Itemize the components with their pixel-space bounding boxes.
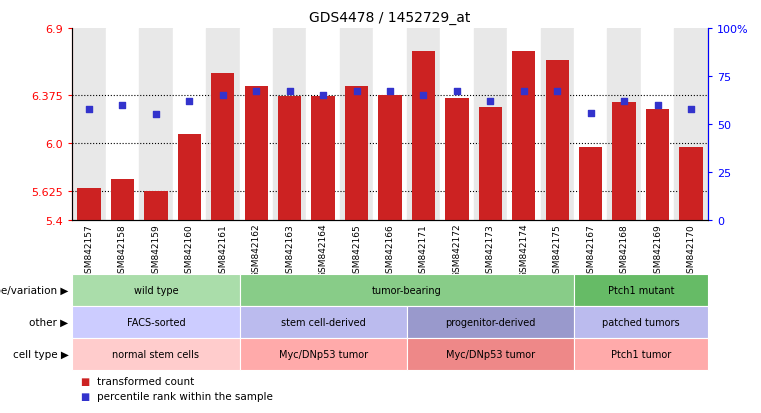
Point (284, 89, 296, 95)
Bar (307, 29, 340, 221)
Bar (473, 29, 507, 221)
Bar (106, 29, 139, 221)
Text: Myc/DNp53 tumor: Myc/DNp53 tumor (446, 349, 535, 359)
Bar (378, 95, 402, 221)
Bar (440, 29, 473, 221)
Title: GDS4478 / 1452729_at: GDS4478 / 1452729_at (309, 11, 471, 25)
Text: transformed count: transformed count (97, 376, 194, 386)
Point (685, 106, 697, 113)
Point (517, 89, 530, 95)
Bar (240, 29, 273, 221)
Text: ■: ■ (80, 376, 89, 386)
Text: genotype/variation ▶: genotype/variation ▶ (0, 285, 68, 295)
Text: stem cell-derived: stem cell-derived (281, 317, 365, 327)
Point (250, 89, 263, 95)
Bar (479, 108, 502, 221)
Bar (72, 29, 106, 221)
Bar (139, 29, 173, 221)
Point (651, 102, 664, 109)
Text: wild type: wild type (134, 285, 178, 295)
Point (150, 112, 162, 119)
Bar (177, 135, 201, 221)
Bar (374, 29, 406, 221)
Bar (512, 52, 536, 221)
Text: progenitor-derived: progenitor-derived (445, 317, 536, 327)
Point (417, 93, 429, 99)
Bar (173, 29, 206, 221)
Bar (607, 29, 641, 221)
Bar (406, 29, 440, 221)
Bar (345, 86, 368, 221)
Point (351, 89, 363, 95)
Text: FACS-sorted: FACS-sorted (126, 317, 185, 327)
Bar (579, 148, 603, 221)
Bar (273, 29, 307, 221)
Point (116, 102, 129, 109)
Text: Ptch1 tumor: Ptch1 tumor (611, 349, 671, 359)
Point (618, 98, 630, 105)
Bar (412, 52, 435, 221)
Bar (445, 99, 469, 221)
Bar (278, 97, 301, 221)
Bar (111, 180, 134, 221)
Point (584, 110, 597, 116)
Text: Myc/DNp53 tumor: Myc/DNp53 tumor (279, 349, 368, 359)
Text: cell type ▶: cell type ▶ (13, 349, 68, 359)
Text: Ptch1 mutant: Ptch1 mutant (607, 285, 674, 295)
Bar (641, 29, 674, 221)
Bar (646, 109, 669, 221)
Bar (507, 29, 540, 221)
Point (384, 89, 396, 95)
Bar (206, 29, 240, 221)
Text: other ▶: other ▶ (30, 317, 68, 327)
Point (484, 98, 496, 105)
Point (183, 98, 196, 105)
Bar (244, 86, 268, 221)
Bar (340, 29, 374, 221)
Point (83, 106, 95, 113)
Bar (144, 191, 167, 221)
Bar (311, 97, 335, 221)
Bar (78, 189, 100, 221)
Text: percentile rank within the sample: percentile rank within the sample (97, 391, 272, 401)
Text: normal stem cells: normal stem cells (113, 349, 199, 359)
Text: ■: ■ (80, 391, 89, 401)
Bar (574, 29, 607, 221)
Point (451, 89, 463, 95)
Bar (540, 29, 574, 221)
Point (217, 93, 229, 99)
Point (551, 89, 563, 95)
Text: tumor-bearing: tumor-bearing (372, 285, 441, 295)
Bar (613, 103, 636, 221)
Point (317, 93, 330, 99)
Bar (674, 29, 708, 221)
Text: patched tumors: patched tumors (602, 317, 680, 327)
Bar (680, 148, 702, 221)
Bar (546, 61, 569, 221)
Bar (211, 74, 234, 221)
